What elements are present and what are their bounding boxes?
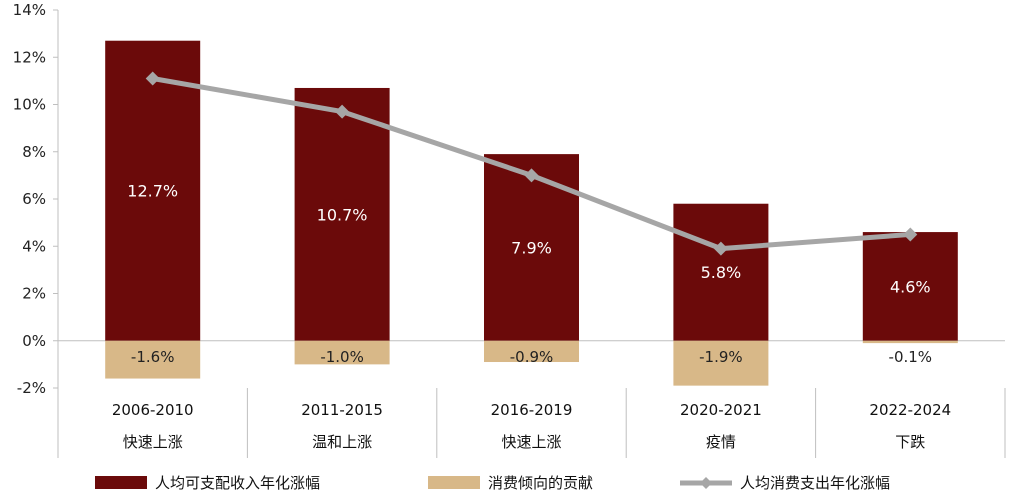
income-data-label: 5.8%: [701, 263, 742, 282]
legend-swatch-income: [95, 476, 147, 489]
y-tick-label: 0%: [22, 332, 46, 350]
consumption-point: [903, 227, 918, 242]
propensity-bar: [862, 340, 958, 344]
propensity-data-label: -1.9%: [699, 348, 743, 366]
propensity-data-label: -0.1%: [889, 348, 933, 366]
y-tick-label: 8%: [22, 143, 46, 161]
propensity-bar: [294, 340, 390, 365]
legend: 人均可支配收入年化涨幅 消费倾向的贡献 人均消费支出年化涨幅: [95, 474, 890, 492]
x-category-label: 2011-2015: [301, 401, 383, 419]
y-tick-label: 14%: [13, 1, 46, 19]
x-axis: 2006-2010 快速上涨 2011-2015 温和上涨 2016-2019 快速上涨 2…: [112, 388, 1006, 458]
x-category-sublabel: 疫情: [706, 433, 736, 451]
income-bar: [105, 40, 201, 341]
propensity-bar: [673, 340, 769, 386]
consumption-point: [524, 168, 539, 183]
x-category-label: 2016-2019: [491, 401, 573, 419]
propensity-data-label: -1.0%: [320, 348, 364, 366]
y-tick-label: -2%: [17, 379, 46, 397]
income-bar: [294, 87, 390, 341]
x-category-label: 2006-2010: [112, 401, 194, 419]
propensity-data-label: -0.9%: [510, 348, 554, 366]
x-category-label: 2022-2024: [869, 401, 951, 419]
x-category-sublabel: 快速上涨: [123, 433, 183, 451]
x-category-sublabel: 快速上涨: [501, 433, 561, 451]
legend-label-consumption: 人均消费支出年化涨幅: [740, 474, 890, 492]
y-tick-label: 4%: [22, 237, 46, 255]
income-data-label: 4.6%: [890, 277, 931, 296]
consumption-point: [713, 241, 728, 256]
x-category-label: 2020-2021: [680, 401, 762, 419]
y-axis: -2% 0% 2% 4% 6% 8% 10% 12% 14%: [13, 1, 1005, 458]
income-data-label: 7.9%: [511, 238, 552, 257]
legend-swatch-propensity: [428, 476, 480, 489]
x-category-sublabel: 下跌: [895, 433, 925, 451]
income-bar: [862, 232, 958, 341]
legend-label-income: 人均可支配收入年化涨幅: [155, 474, 320, 492]
legend-label-propensity: 消费倾向的贡献: [488, 474, 593, 492]
y-tick-label: 12%: [13, 48, 46, 66]
y-tick-label: 6%: [22, 190, 46, 208]
line-series: [145, 71, 918, 256]
income-bar: [673, 203, 769, 341]
consumption-point: [335, 104, 350, 119]
y-tick-label: 10%: [13, 96, 46, 114]
x-category-sublabel: 温和上涨: [312, 433, 372, 451]
consumption-point: [145, 71, 160, 86]
propensity-bar: [484, 340, 579, 363]
income-data-label: 12.7%: [127, 182, 178, 201]
propensity-data-label: -1.6%: [131, 348, 175, 366]
propensity-bar: [105, 340, 201, 379]
legend-marker-consumption: [700, 477, 712, 489]
data-labels: 12.7% -1.6% 10.7% -1.0% 7.9% -0.9% 5.8% -1.9% 4.…: [127, 182, 932, 366]
y-tick-label: 2%: [22, 285, 46, 303]
income-data-label: 10.7%: [317, 205, 368, 224]
